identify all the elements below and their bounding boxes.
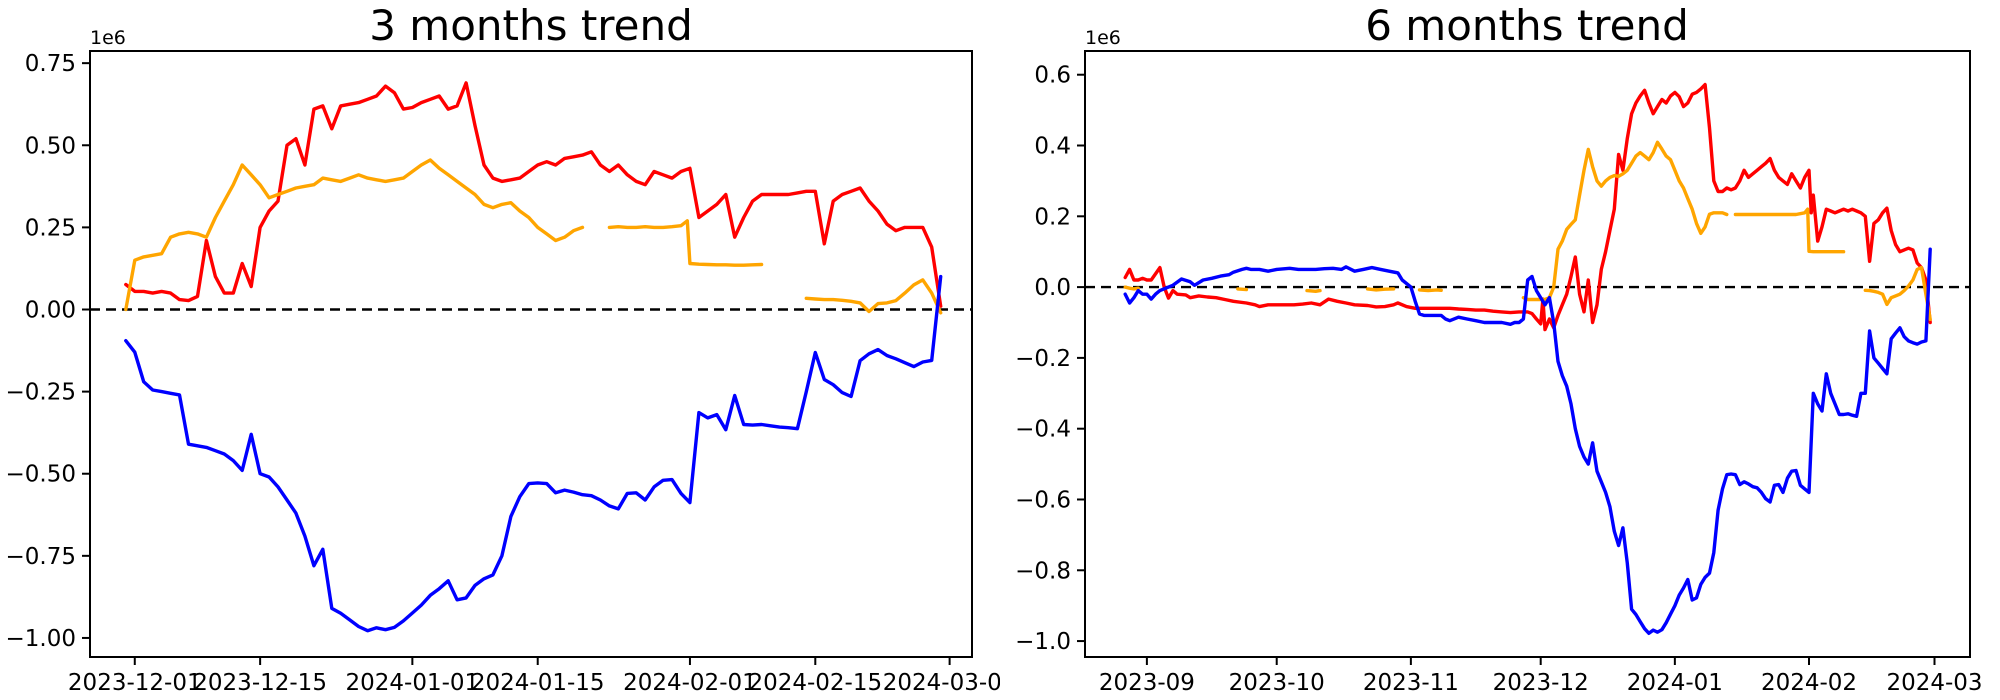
y-tick-label: 0.50 bbox=[25, 133, 76, 159]
series-red-line bbox=[124, 81, 943, 308]
chart-6-months-trend: 2023-09 2023-10 2023-11 2023-12 2024-01 2024-… bbox=[1015, 1, 1982, 696]
x-tick-label: 2023-11 bbox=[1363, 670, 1459, 696]
series-orange-line bbox=[124, 158, 585, 312]
y-tick-label: −0.6 bbox=[1015, 487, 1071, 513]
y-tick-label: 0.6 bbox=[1034, 63, 1071, 89]
axes-spines bbox=[89, 50, 973, 658]
y-tick-label: 0.00 bbox=[25, 297, 76, 323]
series-blue-line bbox=[1123, 247, 1932, 635]
axis-offset-label: 1e6 bbox=[1085, 27, 1121, 49]
series-orange-line bbox=[1863, 265, 1932, 321]
x-tick-label: 2024-01 bbox=[1627, 670, 1723, 696]
x-tick-label: 2024-02 bbox=[1761, 670, 1857, 696]
series-blue-line bbox=[124, 274, 943, 633]
axis-offset-label: 1e6 bbox=[90, 27, 126, 49]
x-tick-label: 2023-12 bbox=[1493, 670, 1589, 696]
series-orange-line bbox=[804, 278, 943, 315]
chart-title: 6 months trend bbox=[1365, 1, 1689, 50]
y-tick-label: −0.4 bbox=[1015, 417, 1071, 443]
x-tick-label: 2023-12-01 bbox=[68, 670, 202, 696]
y-tick-label: 0.25 bbox=[25, 215, 76, 241]
series-orange-line bbox=[1236, 287, 1249, 292]
y-tick-label: −0.25 bbox=[6, 380, 76, 406]
y-tick-label: 0.2 bbox=[1034, 204, 1071, 230]
y-tick-label: 0.75 bbox=[25, 51, 76, 77]
x-tick-label: 2024-02-15 bbox=[748, 670, 882, 696]
x-tick-label: 2023-12-15 bbox=[193, 670, 327, 696]
chart-title: 3 months trend bbox=[369, 1, 693, 50]
y-tick-label: 0.0 bbox=[1034, 275, 1071, 301]
y-tick-label: 0.4 bbox=[1034, 134, 1071, 160]
series-orange-line bbox=[1521, 140, 1729, 302]
axes-spines bbox=[1084, 50, 1971, 658]
x-tick-label: 2023-09 bbox=[1099, 670, 1195, 696]
y-tick-label: −0.50 bbox=[6, 462, 76, 488]
y-tick-label: −0.8 bbox=[1015, 558, 1071, 584]
x-tick-label: 2024-01-01 bbox=[346, 670, 480, 696]
series-orange-line bbox=[1305, 288, 1322, 293]
y-tick-label: −0.75 bbox=[6, 544, 76, 570]
series-orange-line bbox=[1417, 288, 1443, 293]
x-tick-label: 2024-02-01 bbox=[623, 670, 757, 696]
y-tick-label: −1.00 bbox=[6, 626, 76, 652]
x-tick-label: 2024-03 bbox=[1886, 670, 1982, 696]
series-orange-line bbox=[1123, 285, 1140, 291]
x-tick-label: 2024-03-01 bbox=[883, 670, 1000, 696]
x-tick-label: 2023-10 bbox=[1229, 670, 1325, 696]
x-tick-label: 2024-01-15 bbox=[471, 670, 605, 696]
y-tick-label: −1.0 bbox=[1015, 629, 1071, 655]
series-orange-line bbox=[607, 219, 764, 267]
series-red-line bbox=[1123, 82, 1932, 332]
series-orange-line bbox=[1365, 287, 1396, 292]
y-tick-label: −0.2 bbox=[1015, 346, 1071, 372]
series-orange-line bbox=[1733, 207, 1846, 254]
